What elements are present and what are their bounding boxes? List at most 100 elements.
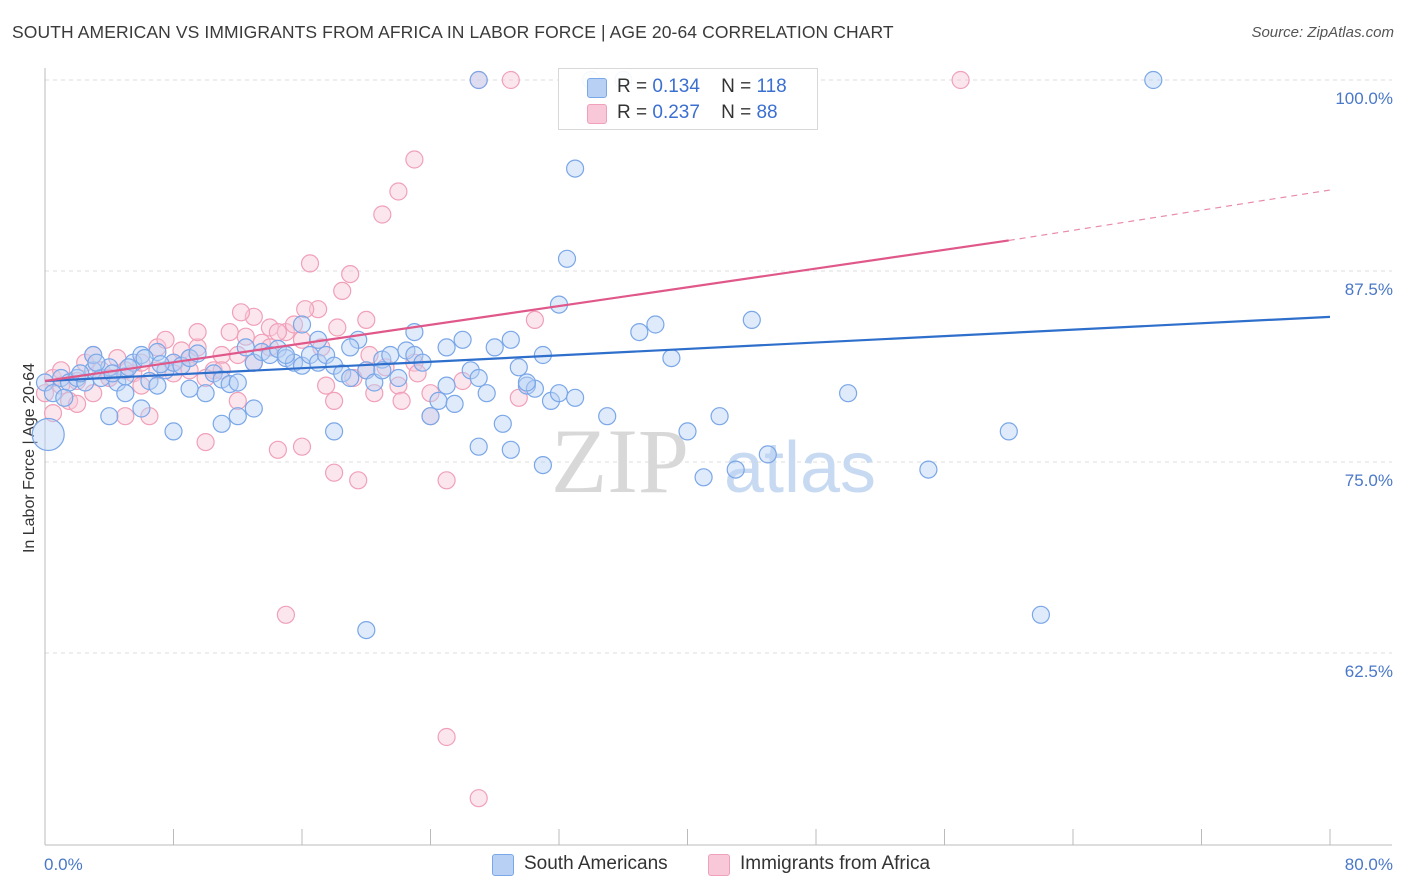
point-south-americans xyxy=(196,384,215,403)
point-south-americans xyxy=(31,417,65,452)
bottom-legend-label: Immigrants from Africa xyxy=(740,853,931,874)
point-south-americans xyxy=(373,361,392,380)
point-south-americans xyxy=(469,70,488,90)
y-tick-label: 100.0% xyxy=(1335,89,1393,108)
point-immigrants-africa xyxy=(437,727,456,747)
x-tick-label: 80.0% xyxy=(1345,855,1393,874)
axes xyxy=(44,68,1392,846)
bottom-swatch-blue xyxy=(492,854,514,876)
point-south-americans xyxy=(1144,70,1163,90)
point-immigrants-africa xyxy=(437,471,456,490)
trend-line-south-americans xyxy=(44,315,1331,383)
point-immigrants-africa xyxy=(268,440,287,459)
legend-r-label: R = xyxy=(617,76,648,97)
legend-r-value: 0.237 xyxy=(652,102,700,123)
point-south-americans xyxy=(758,445,777,464)
point-south-americans xyxy=(501,440,520,459)
point-south-americans xyxy=(244,399,263,418)
point-immigrants-africa xyxy=(236,327,255,346)
point-south-americans xyxy=(164,422,183,441)
point-south-americans xyxy=(43,384,63,403)
bottom-legend-label: South Americans xyxy=(524,853,668,874)
point-immigrants-africa xyxy=(317,376,336,395)
chart-title: SOUTH AMERICAN VS IMMIGRANTS FROM AFRICA… xyxy=(12,22,894,42)
data-points xyxy=(31,70,1163,808)
point-immigrants-africa xyxy=(276,605,295,624)
legend-r-label: R = xyxy=(617,102,648,123)
point-immigrants-africa xyxy=(373,205,392,224)
point-south-americans xyxy=(341,368,360,388)
y-tick-label: 62.5% xyxy=(1345,662,1393,681)
trend-lines xyxy=(44,189,1331,383)
point-immigrants-africa xyxy=(333,281,352,300)
point-south-americans xyxy=(357,620,376,640)
point-south-americans xyxy=(103,364,122,383)
point-immigrants-africa xyxy=(365,384,384,403)
point-south-americans xyxy=(565,388,585,407)
point-south-americans xyxy=(228,407,247,426)
point-immigrants-africa xyxy=(469,789,488,808)
point-south-americans xyxy=(726,460,745,479)
point-immigrants-africa xyxy=(292,437,312,456)
legend-n-label: N = xyxy=(721,76,752,97)
point-south-americans xyxy=(292,315,312,334)
point-immigrants-africa xyxy=(220,323,239,342)
point-immigrants-africa xyxy=(349,471,368,490)
point-immigrants-africa xyxy=(43,404,63,423)
point-immigrants-africa xyxy=(392,391,411,410)
y-tick-label: 75.0% xyxy=(1345,471,1393,490)
point-south-americans xyxy=(469,368,488,388)
point-south-americans xyxy=(228,373,247,392)
point-south-americans xyxy=(919,460,938,479)
point-south-americans xyxy=(341,338,360,357)
y-tick-label: 87.5% xyxy=(1345,280,1393,299)
point-south-americans xyxy=(437,376,456,395)
x-tick-label: 0.0% xyxy=(44,855,83,874)
tick-labels: 100.0% 87.5% 75.0% 62.5% 0.0% 80.0% xyxy=(44,89,1393,874)
point-immigrants-africa xyxy=(408,364,427,383)
point-south-americans xyxy=(132,399,151,418)
point-south-americans xyxy=(533,456,553,475)
point-south-americans xyxy=(325,422,344,441)
point-south-americans xyxy=(71,364,90,383)
legend-swatch-pink xyxy=(587,104,607,124)
point-south-americans xyxy=(1031,605,1051,624)
point-south-americans xyxy=(517,373,537,392)
point-south-americans xyxy=(742,310,761,329)
point-south-americans xyxy=(469,437,488,456)
point-south-americans xyxy=(453,330,472,349)
point-south-americans xyxy=(180,379,199,398)
point-immigrants-africa xyxy=(501,70,520,90)
point-immigrants-africa xyxy=(231,303,251,322)
point-immigrants-africa xyxy=(325,463,344,482)
point-immigrants-africa xyxy=(292,330,312,349)
point-south-americans xyxy=(100,407,119,426)
point-immigrants-africa xyxy=(196,433,215,452)
legend-box: R = 0.134 N = 118 R = 0.237 N = 88 xyxy=(558,68,818,130)
point-immigrants-africa xyxy=(341,265,360,284)
point-south-americans xyxy=(389,368,408,388)
point-south-americans xyxy=(565,159,585,178)
legend-n-value: 88 xyxy=(756,102,778,123)
point-south-americans xyxy=(646,315,665,334)
point-immigrants-africa xyxy=(309,300,328,319)
point-south-americans xyxy=(598,407,617,426)
watermark-zip: ZIP xyxy=(551,410,689,512)
point-south-americans xyxy=(710,407,729,426)
point-south-americans xyxy=(501,330,520,349)
chart-source: Source: ZipAtlas.com xyxy=(1251,24,1394,41)
point-south-americans xyxy=(838,384,858,403)
watermark-atlas: atlas xyxy=(724,428,876,508)
point-south-americans xyxy=(630,323,649,342)
point-immigrants-africa xyxy=(389,182,408,201)
point-immigrants-africa xyxy=(296,300,315,319)
point-south-americans xyxy=(493,414,512,433)
legend-swatch-blue xyxy=(587,78,607,98)
trend-line-extension xyxy=(1008,189,1331,242)
point-south-americans xyxy=(148,376,167,395)
point-south-americans xyxy=(557,249,577,268)
point-immigrants-africa xyxy=(325,391,344,410)
legend-n-label: N = xyxy=(721,102,752,123)
point-south-americans xyxy=(694,468,713,487)
point-south-americans xyxy=(509,358,528,377)
